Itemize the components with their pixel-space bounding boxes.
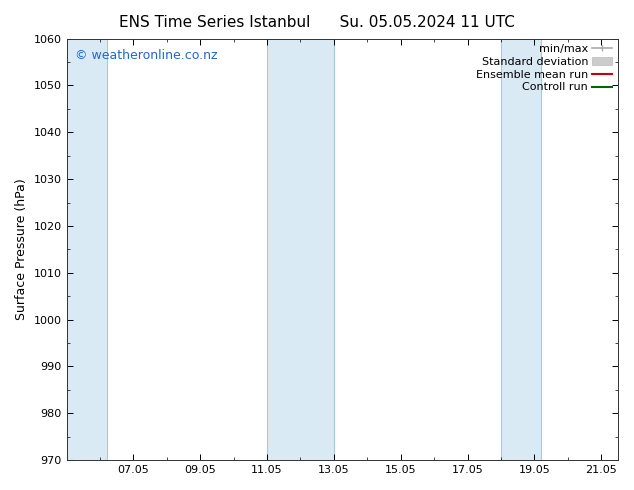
Y-axis label: Surface Pressure (hPa): Surface Pressure (hPa) bbox=[15, 178, 28, 320]
Bar bbox=[501, 39, 541, 460]
Legend: min/max, Standard deviation, Ensemble mean run, Controll run: min/max, Standard deviation, Ensemble me… bbox=[474, 42, 615, 95]
Text: ENS Time Series Istanbul      Su. 05.05.2024 11 UTC: ENS Time Series Istanbul Su. 05.05.2024 … bbox=[119, 15, 515, 30]
Bar bbox=[267, 39, 334, 460]
Bar bbox=[67, 39, 107, 460]
Text: © weatheronline.co.nz: © weatheronline.co.nz bbox=[75, 49, 217, 62]
